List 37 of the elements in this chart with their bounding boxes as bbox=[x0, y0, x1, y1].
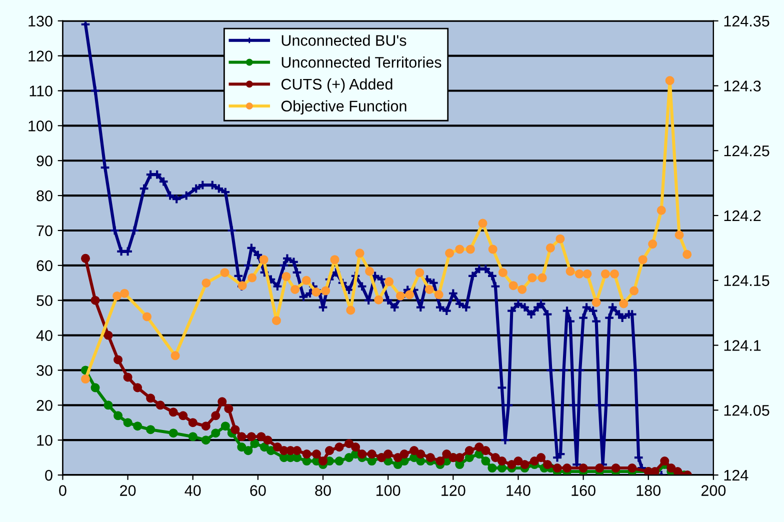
x-tick-label: 40 bbox=[184, 485, 201, 496]
y2-tick-label: 124.35 bbox=[724, 16, 770, 27]
legend-label: CUTS (+) Added bbox=[281, 78, 392, 93]
y-tick-label: 80 bbox=[36, 190, 52, 202]
y2-tick-label: 124 bbox=[724, 470, 748, 481]
y2-tick-label: 124.15 bbox=[724, 275, 770, 286]
y-tick-label: 60 bbox=[36, 260, 52, 272]
y2-tick-label: 124.2 bbox=[724, 210, 761, 222]
y-tick-label: 90 bbox=[36, 155, 52, 166]
x-tick-label: 200 bbox=[701, 485, 726, 496]
y-tick-label: 50 bbox=[36, 295, 52, 306]
y-tick-label: 100 bbox=[28, 120, 52, 132]
x-tick-label: 100 bbox=[376, 485, 400, 496]
y-tick-label: 20 bbox=[36, 400, 52, 411]
y2-tick-label: 124.05 bbox=[724, 405, 770, 416]
y2-tick-label: 124.3 bbox=[724, 80, 761, 92]
x-tick-label: 80 bbox=[315, 485, 331, 496]
x-tick-label: 120 bbox=[442, 485, 466, 496]
x-tick-label: 160 bbox=[572, 485, 596, 496]
y-tick-label: 130 bbox=[28, 16, 52, 27]
legend-label: Unconnected BU's bbox=[282, 34, 406, 46]
y2-tick-label: 124.25 bbox=[724, 146, 770, 156]
y-tick-label: 30 bbox=[36, 365, 52, 376]
x-tick-label: 20 bbox=[120, 485, 136, 496]
y2-tick-label: 124.1 bbox=[724, 340, 761, 351]
y-tick-label: 70 bbox=[36, 225, 52, 236]
y-tick-label: 40 bbox=[36, 330, 52, 341]
legend-label: Objective Function bbox=[281, 100, 406, 115]
x-tick-label: 0 bbox=[59, 485, 66, 496]
y-tick-label: 0 bbox=[45, 470, 52, 481]
x-tick-label: 60 bbox=[250, 485, 266, 496]
legend-label: Unconnected Territories bbox=[282, 56, 442, 68]
y-tick-label: 120 bbox=[28, 50, 52, 62]
x-tick-label: 180 bbox=[636, 485, 661, 496]
y-tick-label: 110 bbox=[30, 86, 52, 96]
y-tick-label: 10 bbox=[37, 434, 52, 446]
x-tick-label: 140 bbox=[506, 485, 530, 496]
